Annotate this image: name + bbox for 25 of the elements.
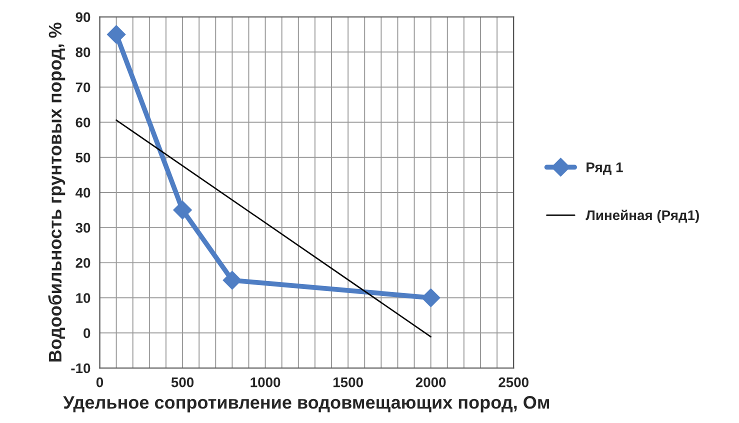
y-tick-label: 50 <box>76 152 90 163</box>
point <box>421 288 440 308</box>
x-tick-label: 0 <box>96 377 104 388</box>
y-tick-label: 70 <box>76 82 90 92</box>
legend-label: Ряд 1 <box>586 162 623 175</box>
x-tick-label: 1000 <box>250 377 280 388</box>
y-tick-label: 0 <box>84 328 90 338</box>
y-tick-label: 30 <box>76 222 90 233</box>
y-axis-title: Водообильность грунтовых пород, % <box>48 22 66 362</box>
y-tick-label: 10 <box>76 293 90 303</box>
point <box>222 270 242 290</box>
point <box>173 200 192 220</box>
y-tick-label: 60 <box>76 118 90 128</box>
y-tick-label: 90 <box>76 12 90 22</box>
x-tick-label: 1500 <box>333 377 363 388</box>
x-tick-label: 500 <box>171 377 194 388</box>
y-tick-label: 80 <box>76 47 90 58</box>
x-axis-title: Удельное сопротивление водовмещающих пород, Ом <box>63 396 550 412</box>
x-tick-label: 2500 <box>498 377 528 388</box>
x-tick-label: 2000 <box>416 377 446 388</box>
point <box>106 25 126 44</box>
y-tick-label: 40 <box>76 188 90 198</box>
legend-label: Линейная (Ряд1) <box>586 210 699 223</box>
y-tick-label: 20 <box>76 258 90 268</box>
y-tick-label: -10 <box>71 363 90 374</box>
